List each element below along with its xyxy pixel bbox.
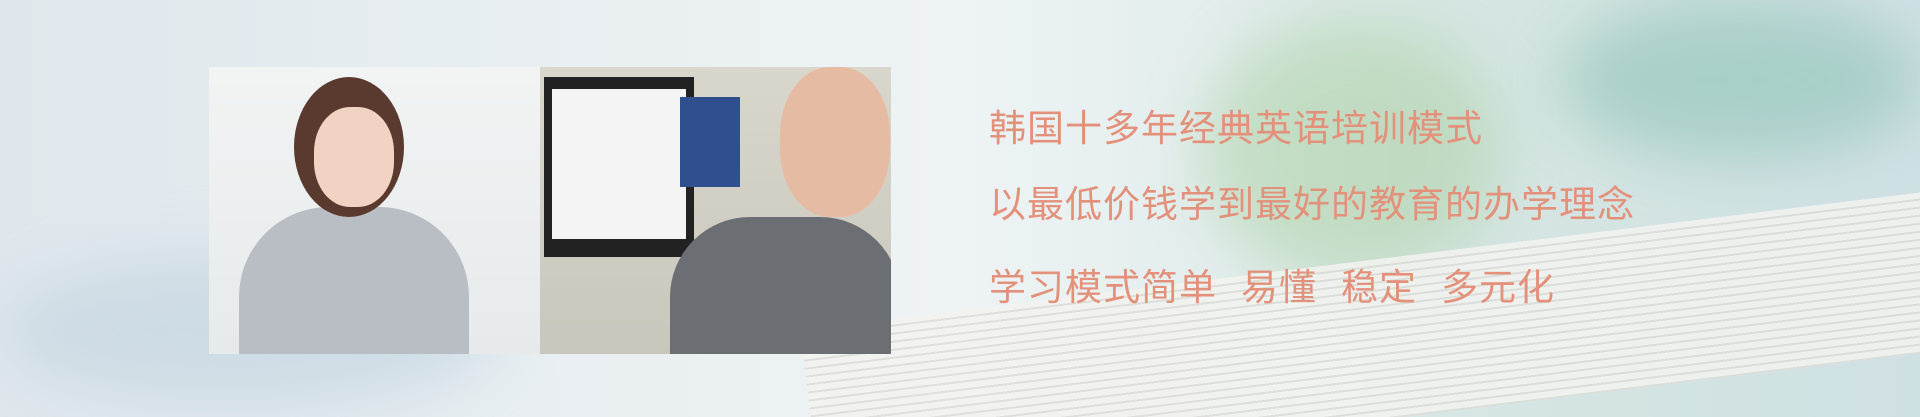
feature: 多元化 [1441, 266, 1555, 309]
photo-woman [209, 67, 540, 354]
photo-man [540, 67, 891, 354]
monitor-screen [552, 89, 686, 239]
feature: 稳定 [1341, 266, 1417, 309]
background-monitor [1560, 0, 1920, 160]
feature-line: 学习模式简单 易懂 稳定 多元化 [989, 257, 1579, 311]
slogan-line: 韩国十多年经典英语培训模式 [989, 107, 1483, 150]
feature: 学习模式简单 [989, 266, 1217, 309]
background-plant [1200, 20, 1500, 280]
man-suit [670, 217, 891, 354]
monitor-video [680, 97, 740, 187]
feature: 易懂 [1241, 266, 1317, 309]
slogan-line: 以最低价钱学到最好的教育的办学理念 [989, 183, 1635, 226]
man-face [780, 67, 890, 217]
woman-body [239, 207, 469, 354]
woman-face [314, 107, 394, 207]
